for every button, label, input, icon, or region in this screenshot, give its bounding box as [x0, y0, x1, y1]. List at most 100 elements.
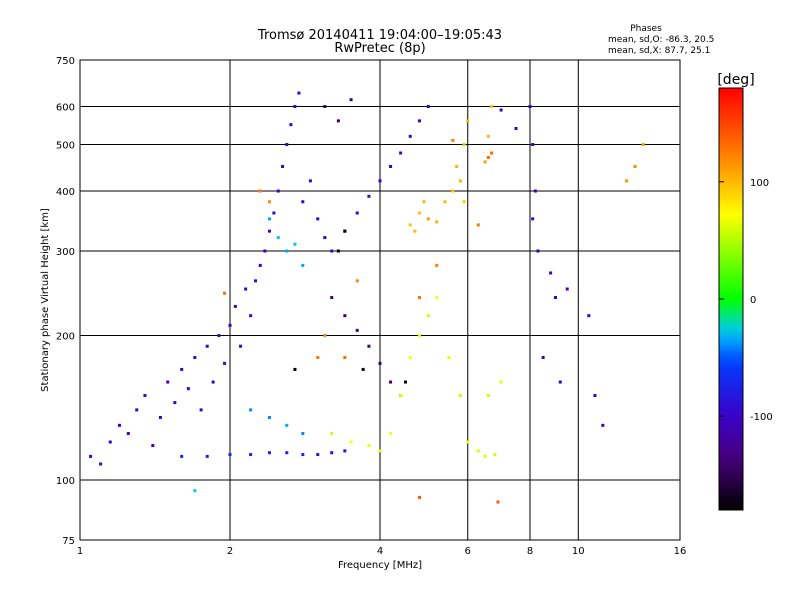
data-point [293, 367, 297, 371]
data-point [558, 380, 562, 384]
data-point [199, 408, 203, 412]
data-point [244, 287, 248, 291]
data-point [399, 394, 403, 398]
data-point [323, 236, 327, 240]
x-tick-label: 8 [527, 546, 533, 557]
data-point [476, 449, 480, 453]
data-point [343, 314, 347, 318]
data-point [263, 249, 267, 253]
data-point [180, 454, 184, 458]
data-point [316, 217, 320, 221]
data-point [587, 314, 591, 318]
data-point [89, 454, 93, 458]
data-point [205, 454, 209, 458]
data-point [285, 249, 289, 253]
data-point [496, 500, 500, 504]
data-point [389, 380, 393, 384]
data-point [378, 361, 382, 365]
data-point [301, 263, 305, 267]
stats-o-line: mean, sd,O: -86.3, 20.5 [608, 35, 714, 45]
data-point [426, 217, 430, 221]
data-point [451, 138, 455, 142]
chart-title: Tromsø 20140411 19:04:00–19:05:43 [257, 28, 502, 43]
data-point [536, 249, 540, 253]
data-point [355, 211, 359, 215]
grid [80, 60, 680, 540]
data-point [285, 143, 289, 147]
colorbar-label: [deg] [717, 72, 754, 88]
data-point [378, 179, 382, 183]
data-point [533, 189, 537, 193]
y-axis-ticks: 75 100 200 300 400 500 600 750 [56, 56, 75, 547]
data-point [343, 449, 347, 453]
data-point [499, 108, 503, 112]
colorbar-tick-label: -100 [750, 412, 773, 423]
data-point [151, 444, 155, 448]
data-point [343, 229, 347, 233]
data-point [531, 217, 535, 221]
data-point [447, 355, 451, 359]
data-point [355, 279, 359, 283]
y-tick-label: 100 [56, 476, 75, 487]
data-point [301, 200, 305, 204]
data-point [253, 279, 257, 283]
data-point [389, 432, 393, 436]
data-point [490, 105, 494, 109]
data-point [417, 119, 421, 123]
data-point [355, 328, 359, 332]
x-axis-ticks: 1 2 4 6 8 10 16 [77, 546, 687, 557]
data-points [89, 91, 645, 504]
data-point [323, 105, 327, 109]
data-point [483, 454, 487, 458]
y-tick-label: 600 [56, 103, 75, 114]
data-point [422, 200, 426, 204]
data-point [316, 453, 320, 457]
data-point [336, 249, 340, 253]
data-point [367, 194, 371, 198]
data-point [117, 423, 121, 427]
data-point [466, 440, 470, 444]
data-point [476, 223, 480, 227]
data-point [499, 380, 503, 384]
data-point [180, 367, 184, 371]
data-point [426, 314, 430, 318]
data-point [267, 229, 271, 233]
data-point [549, 271, 553, 275]
data-point [285, 423, 289, 427]
data-point [99, 462, 103, 466]
data-point [466, 119, 470, 123]
data-point [249, 408, 253, 412]
data-point [276, 189, 280, 193]
data-point [233, 304, 237, 308]
data-point [531, 143, 535, 147]
data-point [281, 164, 285, 168]
data-point [462, 200, 466, 204]
data-point [641, 143, 645, 147]
data-point [462, 143, 466, 147]
data-point [378, 449, 382, 453]
data-point [316, 355, 320, 359]
data-point [625, 179, 629, 183]
data-point [593, 394, 597, 398]
data-point [336, 119, 340, 123]
data-point [258, 263, 262, 267]
data-point [413, 229, 417, 233]
data-point [486, 394, 490, 398]
data-point [349, 98, 353, 102]
x-tick-label: 1 [77, 546, 83, 557]
data-point [426, 105, 430, 109]
data-point [451, 189, 455, 193]
data-point [408, 355, 412, 359]
data-point [455, 164, 459, 168]
data-point [514, 126, 518, 130]
data-point [239, 344, 243, 348]
data-point [193, 355, 197, 359]
data-point [330, 432, 334, 436]
data-point [293, 242, 297, 246]
data-point [301, 432, 305, 436]
x-tick-label: 4 [377, 546, 383, 557]
colorbar-tick-label: 0 [750, 295, 756, 306]
data-point [173, 401, 177, 405]
data-point [458, 179, 462, 183]
